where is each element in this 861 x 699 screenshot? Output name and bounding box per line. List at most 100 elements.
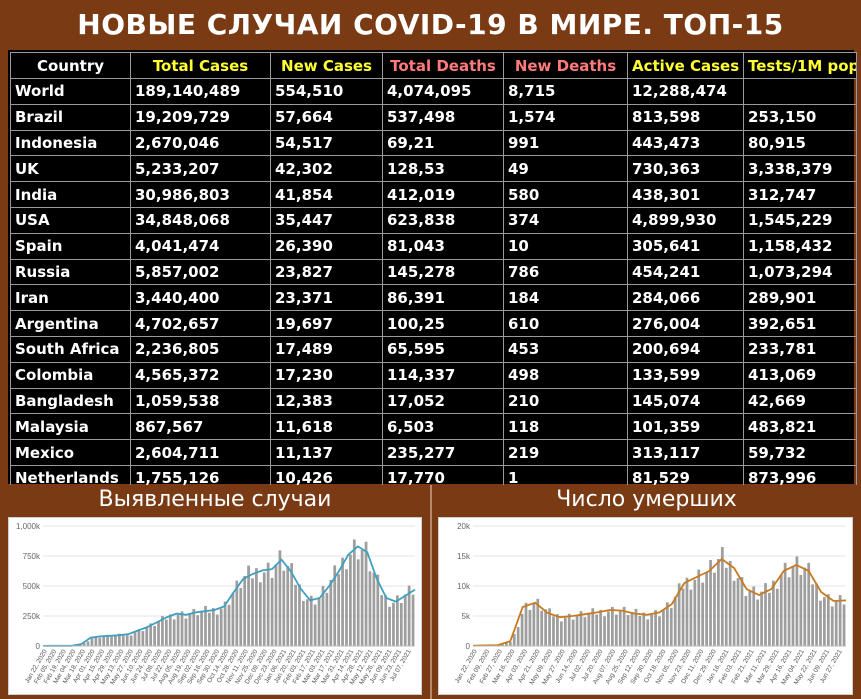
table-row: Indonesia 2,670,046 54,517 69,21 991 443,473 8… bbox=[10, 129, 857, 157]
bar bbox=[658, 616, 661, 646]
bar bbox=[823, 597, 826, 646]
table-cell: 17,489 bbox=[270, 335, 383, 363]
bar bbox=[164, 619, 168, 646]
bar bbox=[325, 592, 329, 646]
bar bbox=[106, 634, 109, 646]
bar bbox=[673, 596, 677, 646]
bar bbox=[787, 577, 791, 646]
country-cell: Colombia bbox=[10, 361, 131, 389]
column-header: Total Cases bbox=[130, 52, 271, 79]
table-cell: 483,821 bbox=[743, 413, 857, 441]
table-cell: 11,618 bbox=[270, 413, 383, 441]
country-cell: Iran bbox=[10, 284, 131, 312]
table-row: Mexico 2,604,711 11,137 235,277 219 313,117 59… bbox=[10, 439, 857, 466]
country-cell: World bbox=[10, 78, 131, 105]
bar bbox=[341, 557, 344, 646]
table-cell: 2,604,711 bbox=[130, 439, 271, 466]
deaths-panel-title: Число умерших bbox=[556, 487, 737, 512]
table-cell: 1,158,432 bbox=[743, 232, 857, 260]
bar bbox=[838, 595, 842, 646]
bar bbox=[305, 599, 309, 646]
table-cell: 3,440,400 bbox=[130, 284, 271, 312]
bar bbox=[842, 604, 846, 646]
column-header: Tests/1M pop bbox=[743, 52, 857, 79]
bar bbox=[579, 611, 583, 646]
bar bbox=[333, 565, 337, 646]
country-cell: Mexico bbox=[10, 439, 131, 466]
table-cell: 219 bbox=[503, 439, 628, 466]
bar bbox=[717, 559, 720, 646]
table-row: South Africa 2,236,805 17,489 65,595 453 200,… bbox=[10, 335, 857, 363]
bar bbox=[384, 595, 388, 646]
table-cell: 81,043 bbox=[382, 232, 504, 260]
covid-table: Country Total Cases New Cases Total Deaths N… bbox=[8, 50, 857, 492]
column-header: New Cases bbox=[270, 52, 383, 79]
table-cell: 145,074 bbox=[627, 387, 744, 415]
y-tick-label: 250k bbox=[23, 612, 41, 621]
country-cell: Argentina bbox=[10, 310, 131, 337]
y-tick-label: 0 bbox=[36, 642, 41, 651]
cases-chart-box: 0 250k 500k 750k 1,000k Jan 22, 2020 Feb 05, 2… bbox=[8, 517, 422, 695]
table-cell: 100,25 bbox=[382, 310, 504, 337]
table-cell: 30,986,803 bbox=[130, 181, 271, 208]
bar bbox=[697, 569, 701, 646]
bar bbox=[255, 568, 258, 646]
table-cell: 374 bbox=[503, 206, 628, 234]
table-cell: 813,598 bbox=[627, 103, 744, 131]
bar bbox=[830, 606, 834, 646]
bar bbox=[728, 560, 732, 646]
table-cell: 57,664 bbox=[270, 103, 383, 131]
bar bbox=[282, 570, 286, 646]
bar bbox=[650, 614, 654, 646]
table-cell: 413,069 bbox=[743, 361, 857, 389]
table-row: Colombia 4,565,372 17,230 114,337 498 133,599… bbox=[10, 361, 857, 389]
table-cell: 23,371 bbox=[270, 284, 383, 312]
bar bbox=[732, 580, 736, 646]
bar bbox=[563, 617, 567, 646]
bar bbox=[693, 579, 697, 646]
bar bbox=[345, 569, 348, 646]
bar bbox=[258, 582, 262, 646]
bar bbox=[82, 643, 86, 646]
table-cell: 4,702,657 bbox=[130, 310, 271, 337]
table-cell: 35,447 bbox=[270, 206, 383, 234]
bar bbox=[208, 612, 211, 646]
bar bbox=[215, 614, 219, 646]
bar bbox=[211, 608, 215, 646]
table-cell: 313,117 bbox=[627, 439, 744, 466]
cases-panel-title: Выявленные случаи bbox=[98, 487, 332, 512]
bar bbox=[752, 586, 756, 646]
bar bbox=[94, 636, 98, 646]
bar bbox=[168, 614, 172, 646]
table-cell: 59,732 bbox=[743, 439, 857, 466]
bar bbox=[90, 637, 94, 646]
bar bbox=[771, 580, 775, 646]
bar bbox=[532, 603, 536, 646]
bar bbox=[720, 547, 724, 646]
bar bbox=[125, 633, 129, 646]
bar bbox=[200, 610, 203, 646]
bar bbox=[807, 562, 811, 646]
bar bbox=[396, 595, 399, 646]
table-cell: 443,473 bbox=[627, 129, 744, 157]
country-cell: Indonesia bbox=[10, 129, 131, 157]
bar bbox=[826, 594, 830, 646]
table-cell: 12,288,474 bbox=[627, 78, 744, 105]
table-cell: 4,899,930 bbox=[627, 206, 744, 234]
bar bbox=[117, 633, 121, 646]
bar bbox=[815, 583, 818, 646]
bar bbox=[411, 594, 415, 646]
table-cell: 3,338,379 bbox=[743, 155, 857, 183]
table-cell: 101,359 bbox=[627, 413, 744, 441]
country-cell: Brazil bbox=[10, 103, 131, 131]
bar bbox=[740, 577, 744, 646]
table-cell: 2,236,805 bbox=[130, 335, 271, 363]
bar bbox=[779, 575, 783, 646]
table-cell: 42,302 bbox=[270, 155, 383, 183]
table-cell: 23,827 bbox=[270, 258, 383, 286]
table-row: Argentina 4,702,657 19,697 100,25 610 276,004… bbox=[10, 310, 857, 337]
table-cell: 12,383 bbox=[270, 387, 383, 415]
table-cell: 1,545,229 bbox=[743, 206, 857, 234]
table-cell: 184 bbox=[503, 284, 628, 312]
